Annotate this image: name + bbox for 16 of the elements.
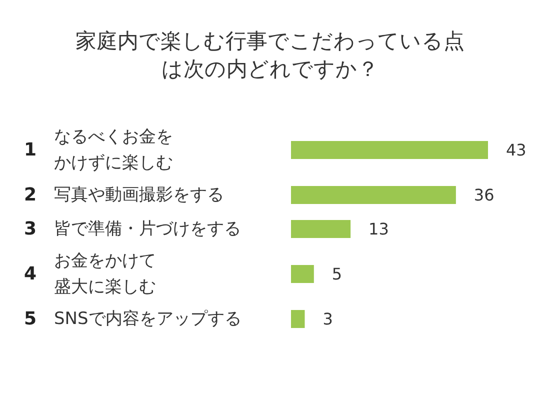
category-label: 皆で準備・片づけをする <box>54 219 241 239</box>
data-label: 43 <box>506 140 526 160</box>
category-label: なるべくお金をかけずに楽しむ <box>54 127 173 173</box>
annotation: 5 <box>24 308 37 330</box>
data-label: 13 <box>368 220 389 238</box>
annotation: 3 <box>24 218 37 240</box>
category-label: SNSで内容をアップする <box>54 309 242 329</box>
data-label: 3 <box>322 310 333 328</box>
category-label: お金をかけて盛大に楽しむ <box>54 251 156 297</box>
data-label: 5 <box>332 264 342 284</box>
annotation: 4 <box>24 264 37 284</box>
annotation: 2 <box>24 184 37 206</box>
data-label: 36 <box>474 186 494 204</box>
annotation: 1 <box>24 140 37 160</box>
category-label: 写真や動画撮影をする <box>54 185 224 205</box>
title: 家庭内で楽しむ行事でこだわっている点は次の内どれですか？ <box>76 29 464 81</box>
